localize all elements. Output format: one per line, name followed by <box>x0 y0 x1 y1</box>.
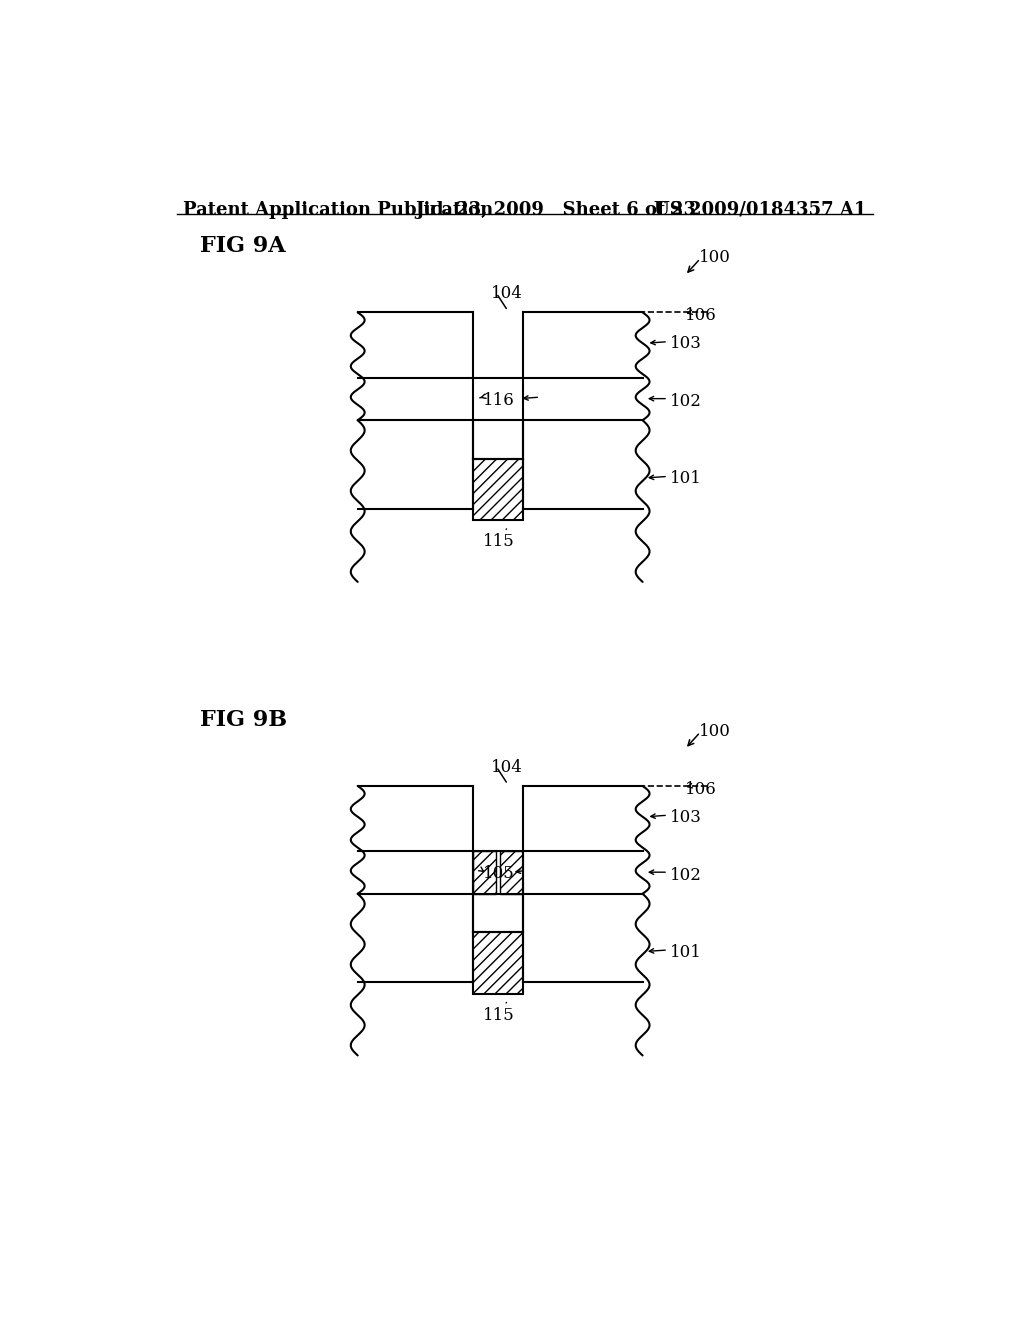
Text: 104: 104 <box>490 285 523 302</box>
Text: FIG 9B: FIG 9B <box>200 709 287 731</box>
Text: US 2009/0184357 A1: US 2009/0184357 A1 <box>654 201 866 219</box>
Text: 106: 106 <box>685 308 717 323</box>
Bar <box>523 378 637 420</box>
Text: FIG 9A: FIG 9A <box>200 235 286 257</box>
Text: 103: 103 <box>670 335 701 352</box>
Text: 104: 104 <box>490 759 523 776</box>
Bar <box>364 851 473 894</box>
Text: 100: 100 <box>698 723 731 739</box>
Text: 101: 101 <box>670 944 701 961</box>
Bar <box>473 851 497 894</box>
Bar <box>364 378 473 420</box>
Text: Patent Application Publication: Patent Application Publication <box>183 201 494 219</box>
Bar <box>523 851 637 894</box>
Bar <box>500 851 523 894</box>
Text: 101: 101 <box>670 470 701 487</box>
Text: 115: 115 <box>482 1007 514 1024</box>
Text: 116: 116 <box>483 392 515 409</box>
Text: 100: 100 <box>698 249 731 267</box>
Bar <box>523 378 637 420</box>
Text: Jul. 23, 2009   Sheet 6 of 23: Jul. 23, 2009 Sheet 6 of 23 <box>416 201 696 219</box>
Text: 106: 106 <box>685 780 717 797</box>
Text: 102: 102 <box>670 867 701 884</box>
Text: 102: 102 <box>670 393 701 411</box>
Bar <box>364 378 473 420</box>
Text: 103: 103 <box>670 809 701 826</box>
Text: 105: 105 <box>483 866 515 882</box>
Bar <box>473 932 523 994</box>
Text: 115: 115 <box>482 533 514 550</box>
Bar <box>473 459 523 520</box>
